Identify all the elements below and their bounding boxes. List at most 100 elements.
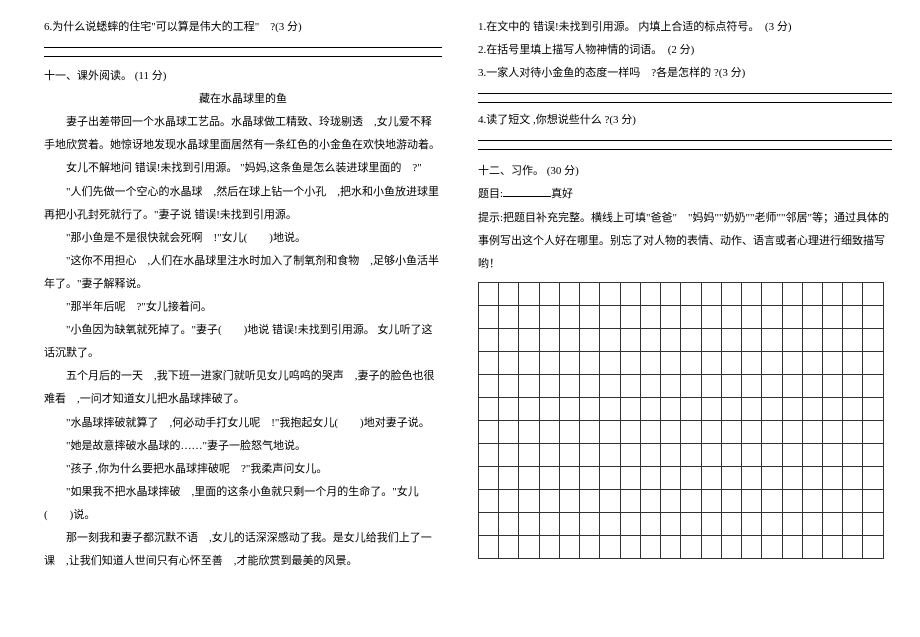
writing-cell[interactable] xyxy=(479,420,499,443)
writing-cell[interactable] xyxy=(580,466,600,489)
writing-cell[interactable] xyxy=(620,535,640,558)
writing-cell[interactable] xyxy=(519,535,539,558)
writing-cell[interactable] xyxy=(721,351,741,374)
writing-cell[interactable] xyxy=(600,328,620,351)
writing-cell[interactable] xyxy=(863,328,883,351)
writing-cell[interactable] xyxy=(822,512,842,535)
writing-cell[interactable] xyxy=(640,535,660,558)
writing-cell[interactable] xyxy=(620,512,640,535)
writing-cell[interactable] xyxy=(782,466,802,489)
writing-cell[interactable] xyxy=(519,443,539,466)
writing-cell[interactable] xyxy=(620,282,640,305)
writing-cell[interactable] xyxy=(620,489,640,512)
writing-cell[interactable] xyxy=(742,305,762,328)
writing-cell[interactable] xyxy=(822,351,842,374)
writing-cell[interactable] xyxy=(782,443,802,466)
writing-cell[interactable] xyxy=(661,374,681,397)
writing-cell[interactable] xyxy=(782,512,802,535)
writing-cell[interactable] xyxy=(701,443,721,466)
writing-cell[interactable] xyxy=(802,397,822,420)
writing-cell[interactable] xyxy=(742,535,762,558)
writing-cell[interactable] xyxy=(782,305,802,328)
writing-cell[interactable] xyxy=(742,443,762,466)
writing-cell[interactable] xyxy=(600,420,620,443)
writing-cell[interactable] xyxy=(802,535,822,558)
writing-cell[interactable] xyxy=(661,489,681,512)
writing-cell[interactable] xyxy=(681,535,701,558)
writing-cell[interactable] xyxy=(479,282,499,305)
writing-cell[interactable] xyxy=(580,443,600,466)
writing-cell[interactable] xyxy=(499,397,519,420)
writing-cell[interactable] xyxy=(863,374,883,397)
writing-cell[interactable] xyxy=(559,535,579,558)
writing-cell[interactable] xyxy=(620,374,640,397)
writing-cell[interactable] xyxy=(762,420,782,443)
writing-cell[interactable] xyxy=(600,535,620,558)
writing-cell[interactable] xyxy=(843,420,863,443)
writing-cell[interactable] xyxy=(701,397,721,420)
writing-cell[interactable] xyxy=(782,282,802,305)
writing-cell[interactable] xyxy=(600,305,620,328)
writing-cell[interactable] xyxy=(559,466,579,489)
writing-cell[interactable] xyxy=(863,420,883,443)
writing-cell[interactable] xyxy=(681,420,701,443)
writing-cell[interactable] xyxy=(539,351,559,374)
writing-cell[interactable] xyxy=(661,443,681,466)
writing-cell[interactable] xyxy=(539,443,559,466)
writing-cell[interactable] xyxy=(681,305,701,328)
writing-cell[interactable] xyxy=(863,466,883,489)
writing-cell[interactable] xyxy=(539,420,559,443)
writing-cell[interactable] xyxy=(479,535,499,558)
writing-cell[interactable] xyxy=(843,351,863,374)
writing-cell[interactable] xyxy=(802,443,822,466)
writing-cell[interactable] xyxy=(580,328,600,351)
writing-cell[interactable] xyxy=(519,305,539,328)
writing-cell[interactable] xyxy=(843,512,863,535)
writing-cell[interactable] xyxy=(843,535,863,558)
writing-cell[interactable] xyxy=(600,489,620,512)
writing-cell[interactable] xyxy=(681,374,701,397)
writing-cell[interactable] xyxy=(742,351,762,374)
writing-cell[interactable] xyxy=(762,443,782,466)
writing-cell[interactable] xyxy=(721,535,741,558)
writing-cell[interactable] xyxy=(640,489,660,512)
writing-cell[interactable] xyxy=(539,489,559,512)
writing-cell[interactable] xyxy=(863,535,883,558)
writing-cell[interactable] xyxy=(681,351,701,374)
writing-cell[interactable] xyxy=(701,351,721,374)
writing-cell[interactable] xyxy=(661,351,681,374)
writing-cell[interactable] xyxy=(721,397,741,420)
writing-cell[interactable] xyxy=(580,282,600,305)
writing-cell[interactable] xyxy=(559,374,579,397)
writing-cell[interactable] xyxy=(479,397,499,420)
writing-cell[interactable] xyxy=(681,512,701,535)
writing-cell[interactable] xyxy=(701,466,721,489)
writing-cell[interactable] xyxy=(843,374,863,397)
writing-cell[interactable] xyxy=(742,397,762,420)
writing-cell[interactable] xyxy=(802,305,822,328)
writing-cell[interactable] xyxy=(580,512,600,535)
writing-cell[interactable] xyxy=(640,420,660,443)
writing-cell[interactable] xyxy=(600,443,620,466)
writing-cell[interactable] xyxy=(742,328,762,351)
writing-cell[interactable] xyxy=(539,466,559,489)
writing-cell[interactable] xyxy=(479,305,499,328)
writing-cell[interactable] xyxy=(843,305,863,328)
writing-cell[interactable] xyxy=(640,443,660,466)
writing-cell[interactable] xyxy=(843,328,863,351)
writing-cell[interactable] xyxy=(600,512,620,535)
writing-cell[interactable] xyxy=(539,512,559,535)
writing-cell[interactable] xyxy=(600,466,620,489)
writing-cell[interactable] xyxy=(721,443,741,466)
writing-cell[interactable] xyxy=(762,374,782,397)
writing-cell[interactable] xyxy=(559,420,579,443)
writing-cell[interactable] xyxy=(580,305,600,328)
writing-cell[interactable] xyxy=(479,466,499,489)
writing-cell[interactable] xyxy=(802,374,822,397)
writing-cell[interactable] xyxy=(559,282,579,305)
writing-cell[interactable] xyxy=(640,466,660,489)
writing-cell[interactable] xyxy=(661,420,681,443)
writing-cell[interactable] xyxy=(519,282,539,305)
writing-cell[interactable] xyxy=(742,282,762,305)
writing-cell[interactable] xyxy=(600,282,620,305)
